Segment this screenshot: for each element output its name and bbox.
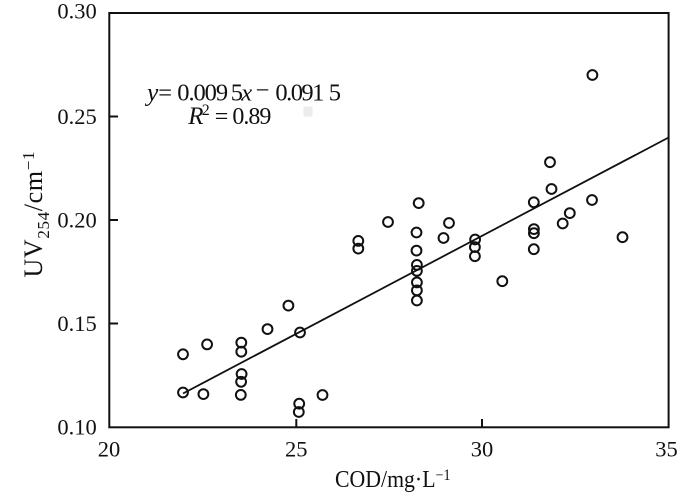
svg-text:0.25: 0.25	[57, 104, 96, 129]
svg-text:COD/mg·L−1: COD/mg·L−1	[335, 467, 451, 493]
svg-text:20: 20	[98, 436, 121, 461]
svg-text:0.15: 0.15	[57, 311, 96, 336]
svg-text:= 0.89: = 0.89	[215, 104, 272, 130]
svg-text:R: R	[187, 103, 203, 130]
svg-text:30: 30	[471, 436, 494, 461]
svg-text:2: 2	[202, 102, 210, 119]
svg-text:25: 25	[285, 436, 308, 461]
svg-text:0.10: 0.10	[57, 414, 96, 439]
svg-text:0.30: 0.30	[57, 0, 96, 23]
svg-text:35: 35	[655, 436, 678, 461]
svg-text:0.20: 0.20	[57, 208, 96, 233]
